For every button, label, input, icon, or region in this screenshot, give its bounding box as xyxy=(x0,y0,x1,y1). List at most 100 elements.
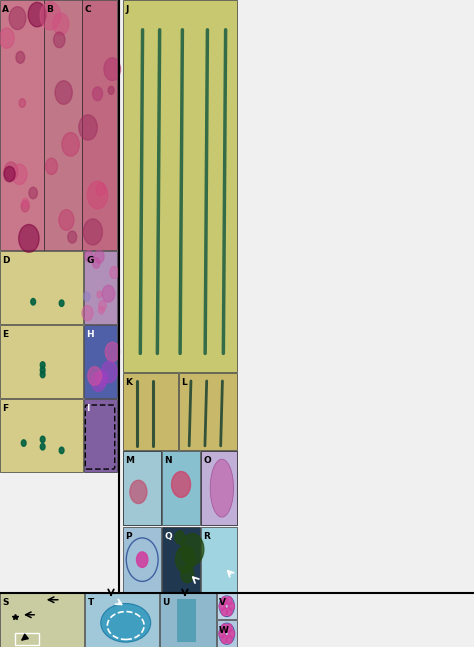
Ellipse shape xyxy=(210,459,234,517)
Circle shape xyxy=(82,305,93,321)
Bar xyxy=(0,0,44,250)
Circle shape xyxy=(108,86,114,94)
Bar xyxy=(201,451,237,525)
Circle shape xyxy=(92,258,100,269)
Circle shape xyxy=(228,630,235,638)
Bar xyxy=(84,399,117,472)
Bar xyxy=(176,598,196,642)
Text: H: H xyxy=(86,330,94,339)
Bar xyxy=(82,0,117,250)
Circle shape xyxy=(62,133,79,156)
Ellipse shape xyxy=(101,604,151,642)
Circle shape xyxy=(0,28,14,49)
Circle shape xyxy=(53,13,69,35)
Circle shape xyxy=(110,267,118,278)
Text: A: A xyxy=(2,5,9,14)
Bar xyxy=(201,451,237,525)
Text: T: T xyxy=(88,598,94,608)
Text: J: J xyxy=(126,5,129,14)
Text: M: M xyxy=(126,456,135,465)
Bar xyxy=(123,0,237,372)
Circle shape xyxy=(55,81,73,104)
Text: V: V xyxy=(219,598,226,608)
Bar xyxy=(123,373,178,450)
Circle shape xyxy=(68,231,77,243)
Circle shape xyxy=(137,552,148,567)
Text: W: W xyxy=(219,626,229,635)
Circle shape xyxy=(175,546,195,573)
Circle shape xyxy=(19,98,26,107)
Circle shape xyxy=(221,624,228,633)
Circle shape xyxy=(40,436,45,443)
Bar xyxy=(84,251,117,324)
Text: R: R xyxy=(203,532,210,542)
Circle shape xyxy=(40,367,45,373)
Bar xyxy=(0,593,84,647)
Circle shape xyxy=(40,443,45,450)
Circle shape xyxy=(59,447,64,454)
Bar xyxy=(0,399,83,472)
Text: O: O xyxy=(203,456,211,465)
Circle shape xyxy=(21,440,26,446)
Circle shape xyxy=(130,480,147,503)
Circle shape xyxy=(101,361,117,383)
Text: Q: Q xyxy=(164,532,172,542)
Circle shape xyxy=(83,292,90,301)
Circle shape xyxy=(96,371,108,387)
Circle shape xyxy=(219,602,225,610)
Circle shape xyxy=(9,6,26,30)
Circle shape xyxy=(31,298,36,305)
Bar xyxy=(201,527,237,592)
Bar xyxy=(44,0,82,250)
Text: D: D xyxy=(2,256,10,265)
Bar xyxy=(160,593,216,647)
Bar xyxy=(0,325,83,398)
Circle shape xyxy=(40,371,45,378)
Circle shape xyxy=(96,183,106,195)
Circle shape xyxy=(40,2,61,30)
Circle shape xyxy=(22,199,29,208)
Bar xyxy=(162,451,200,525)
Circle shape xyxy=(172,472,191,498)
Bar xyxy=(123,451,161,525)
Circle shape xyxy=(226,608,232,616)
Text: I: I xyxy=(86,404,90,413)
Circle shape xyxy=(226,635,232,644)
Circle shape xyxy=(226,624,232,633)
Text: N: N xyxy=(164,456,172,465)
Circle shape xyxy=(97,291,102,298)
Circle shape xyxy=(99,307,104,314)
Bar xyxy=(84,325,117,398)
Circle shape xyxy=(228,602,234,610)
Bar xyxy=(15,633,39,645)
Circle shape xyxy=(40,362,45,368)
Circle shape xyxy=(59,210,74,230)
Circle shape xyxy=(221,608,228,616)
Text: E: E xyxy=(2,330,9,339)
Circle shape xyxy=(12,164,27,184)
Text: B: B xyxy=(46,5,54,14)
Text: L: L xyxy=(181,378,187,388)
Circle shape xyxy=(88,367,101,386)
Text: G: G xyxy=(86,256,94,265)
Circle shape xyxy=(221,597,228,605)
Circle shape xyxy=(4,166,15,182)
Circle shape xyxy=(99,300,106,311)
Circle shape xyxy=(83,219,102,245)
Circle shape xyxy=(102,285,115,302)
Text: U: U xyxy=(162,598,170,608)
Bar xyxy=(217,620,237,647)
Text: K: K xyxy=(126,378,133,388)
Circle shape xyxy=(16,51,25,63)
Circle shape xyxy=(46,158,57,175)
Text: S: S xyxy=(2,598,9,608)
Circle shape xyxy=(28,3,46,27)
Circle shape xyxy=(181,534,204,565)
Circle shape xyxy=(94,250,104,263)
Text: C: C xyxy=(85,5,91,14)
Circle shape xyxy=(21,201,29,212)
Text: F: F xyxy=(2,404,9,413)
Circle shape xyxy=(92,87,102,101)
Circle shape xyxy=(91,372,106,391)
Circle shape xyxy=(221,635,228,644)
